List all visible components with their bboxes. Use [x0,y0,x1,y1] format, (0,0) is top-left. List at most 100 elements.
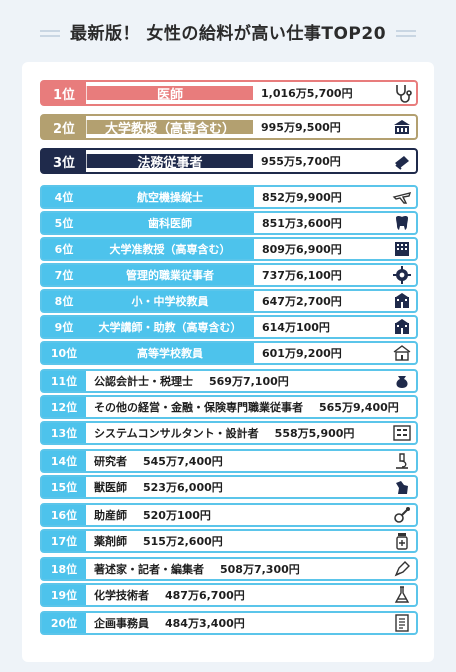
rank-label: 13位 [42,423,86,443]
rank-label: 19位 [42,585,86,605]
ranking-row: 8位 小・中学校教員 647万2,700円 [40,289,418,313]
job-title: 航空機操縦士 [86,187,254,207]
rank-label: 9位 [42,317,86,337]
rank-label: 11位 [42,371,86,391]
ranking-row: 17位 薬剤師 515万2,600円 [40,529,418,553]
job-and-salary: 研究者 545万7,400円 [86,451,416,471]
job-title: 管理的職業従事者 [86,265,254,285]
salary-value: 737万6,100円 [262,269,342,282]
job-title: 高等学校教員 [86,343,254,363]
salary-value: 545万7,400円 [143,455,223,468]
job-title: 助産師 [94,509,127,522]
salary-value: 647万2,700円 [262,295,342,308]
rank-label: 6位 [42,239,86,259]
ranking-row: 15位 獣医師 523万6,000円 [40,475,418,499]
job-and-salary: システムコンサルタント・設計者 558万5,900円 [86,423,416,443]
ranking-row: 13位 システムコンサルタント・設計者 558万5,900円 [40,421,418,445]
job-and-salary: その他の経営・金融・保険専門職業従事者 565万9,400円 [86,397,416,417]
building-icon [392,239,412,259]
job-title: 化学技術者 [94,589,149,602]
stethoscope-icon [392,83,412,103]
salary-value: 523万6,000円 [143,481,223,494]
job-and-salary: 獣医師 523万6,000円 [86,477,416,497]
job-title: 歯科医師 [86,213,254,233]
salary-value: 601万9,200円 [262,347,342,360]
job-title: その他の経営・金融・保険専門職業従事者 [94,401,303,414]
school-icon [392,317,412,337]
job-and-salary: 著述家・記者・編集者 508万7,300円 [86,559,416,579]
salary-value: 1,016万5,700円 [261,87,353,100]
ranking-row: 3位 法務従事者 955万5,700円 [40,148,418,174]
tooth-icon [392,213,412,233]
salary-value: 558万5,900円 [274,427,355,440]
salary-value: 520万100円 [143,509,211,522]
ranking-row: 20位 企画事務員 484万3,400円 [40,611,418,635]
rank-label: 18位 [42,559,86,579]
ranking-card: 1位 医師 1,016万5,700円 2位 大学教授（高専含む） 995万9,500円 3位… [22,62,434,662]
pen-nib-icon [392,559,412,579]
salary-value: 995万9,500円 [261,121,341,134]
rank-label: 12位 [42,397,86,417]
ranking-row: 11位 公認会計士・税理士 569万7,100円 [40,369,418,393]
page-title: 最新版！ 女性の給料が高い仕事TOP20 [69,23,387,44]
job-title: 獣医師 [94,481,127,494]
rank-label: 14位 [42,451,86,471]
job-title: 研究者 [94,455,127,468]
rank-label: 1位 [42,82,86,104]
job-title: 小・中学校教員 [86,291,254,311]
ranking-row: 7位 管理的職業従事者 737万6,100円 [40,263,418,287]
gear-icon [392,265,412,285]
airplane-icon [392,187,412,207]
job-and-salary: 企画事務員 484万3,400円 [86,613,416,633]
job-and-salary: 薬剤師 515万2,600円 [86,531,416,551]
microscope-icon [392,451,412,471]
job-title: 公認会計士・税理士 [94,375,193,388]
salary-value: 484万3,400円 [165,617,245,630]
salary-value: 851万3,600円 [262,217,342,230]
job-and-salary: 助産師 520万100円 [86,505,416,525]
rank-label: 16位 [42,505,86,525]
pacifier-icon [392,505,412,525]
job-title: 大学准教授（高専含む） [86,239,254,259]
rank-label: 17位 [42,531,86,551]
medicine-bottle-icon [392,531,412,551]
ranking-row: 5位 歯科医師 851万3,600円 [40,211,418,235]
title-decoration-right [396,30,417,37]
job-title: 医師 [86,86,253,103]
flask-icon [392,585,412,605]
rank-label: 5位 [42,213,86,233]
ranking-row: 9位 大学講師・助教（高専含む） 614万100円 [40,315,418,339]
ranking-row: 19位 化学技術者 487万6,700円 [40,583,418,607]
ranking-row: 4位 航空機操縦士 852万9,900円 [40,185,418,209]
rank-label: 3位 [42,150,86,172]
salary-value: 852万9,900円 [262,191,342,204]
rank-label: 20位 [42,613,86,633]
ranking-row: 14位 研究者 545万7,400円 [40,449,418,473]
school-icon [392,291,412,311]
job-title: 企画事務員 [94,617,149,630]
ranking-row: 12位 その他の経営・金融・保険専門職業従事者 565万9,400円 [40,395,418,419]
job-and-salary: 化学技術者 487万6,700円 [86,585,416,605]
ranking-row: 2位 大学教授（高専含む） 995万9,500円 [40,114,418,140]
salary-value: 955万5,700円 [261,155,341,168]
rank-label: 7位 [42,265,86,285]
salary-value: 487万6,700円 [165,589,245,602]
rank-label: 10位 [42,343,86,363]
job-title: 薬剤師 [94,535,127,548]
job-title: 大学講師・助教（高専含む） [86,317,254,337]
job-title: 大学教授（高専含む） [86,120,253,137]
ranking-row: 6位 大学准教授（高専含む） 809万6,900円 [40,237,418,261]
rank-label: 4位 [42,187,86,207]
title-decoration-left [39,30,60,37]
dog-icon [392,477,412,497]
money-pouch-icon [392,371,412,391]
ranking-row: 10位 高等学校教員 601万9,200円 [40,341,418,365]
rank-label: 15位 [42,477,86,497]
salary-value: 809万6,900円 [262,243,342,256]
header: 最新版！ 女性の給料が高い仕事TOP20 [0,14,456,48]
salary-value: 569万7,100円 [209,375,289,388]
ranking-row: 1位 医師 1,016万5,700円 [40,80,418,106]
ranking-row: 18位 著述家・記者・編集者 508万7,300円 [40,557,418,581]
rank-label: 2位 [42,116,86,138]
job-and-salary: 公認会計士・税理士 569万7,100円 [86,371,416,391]
